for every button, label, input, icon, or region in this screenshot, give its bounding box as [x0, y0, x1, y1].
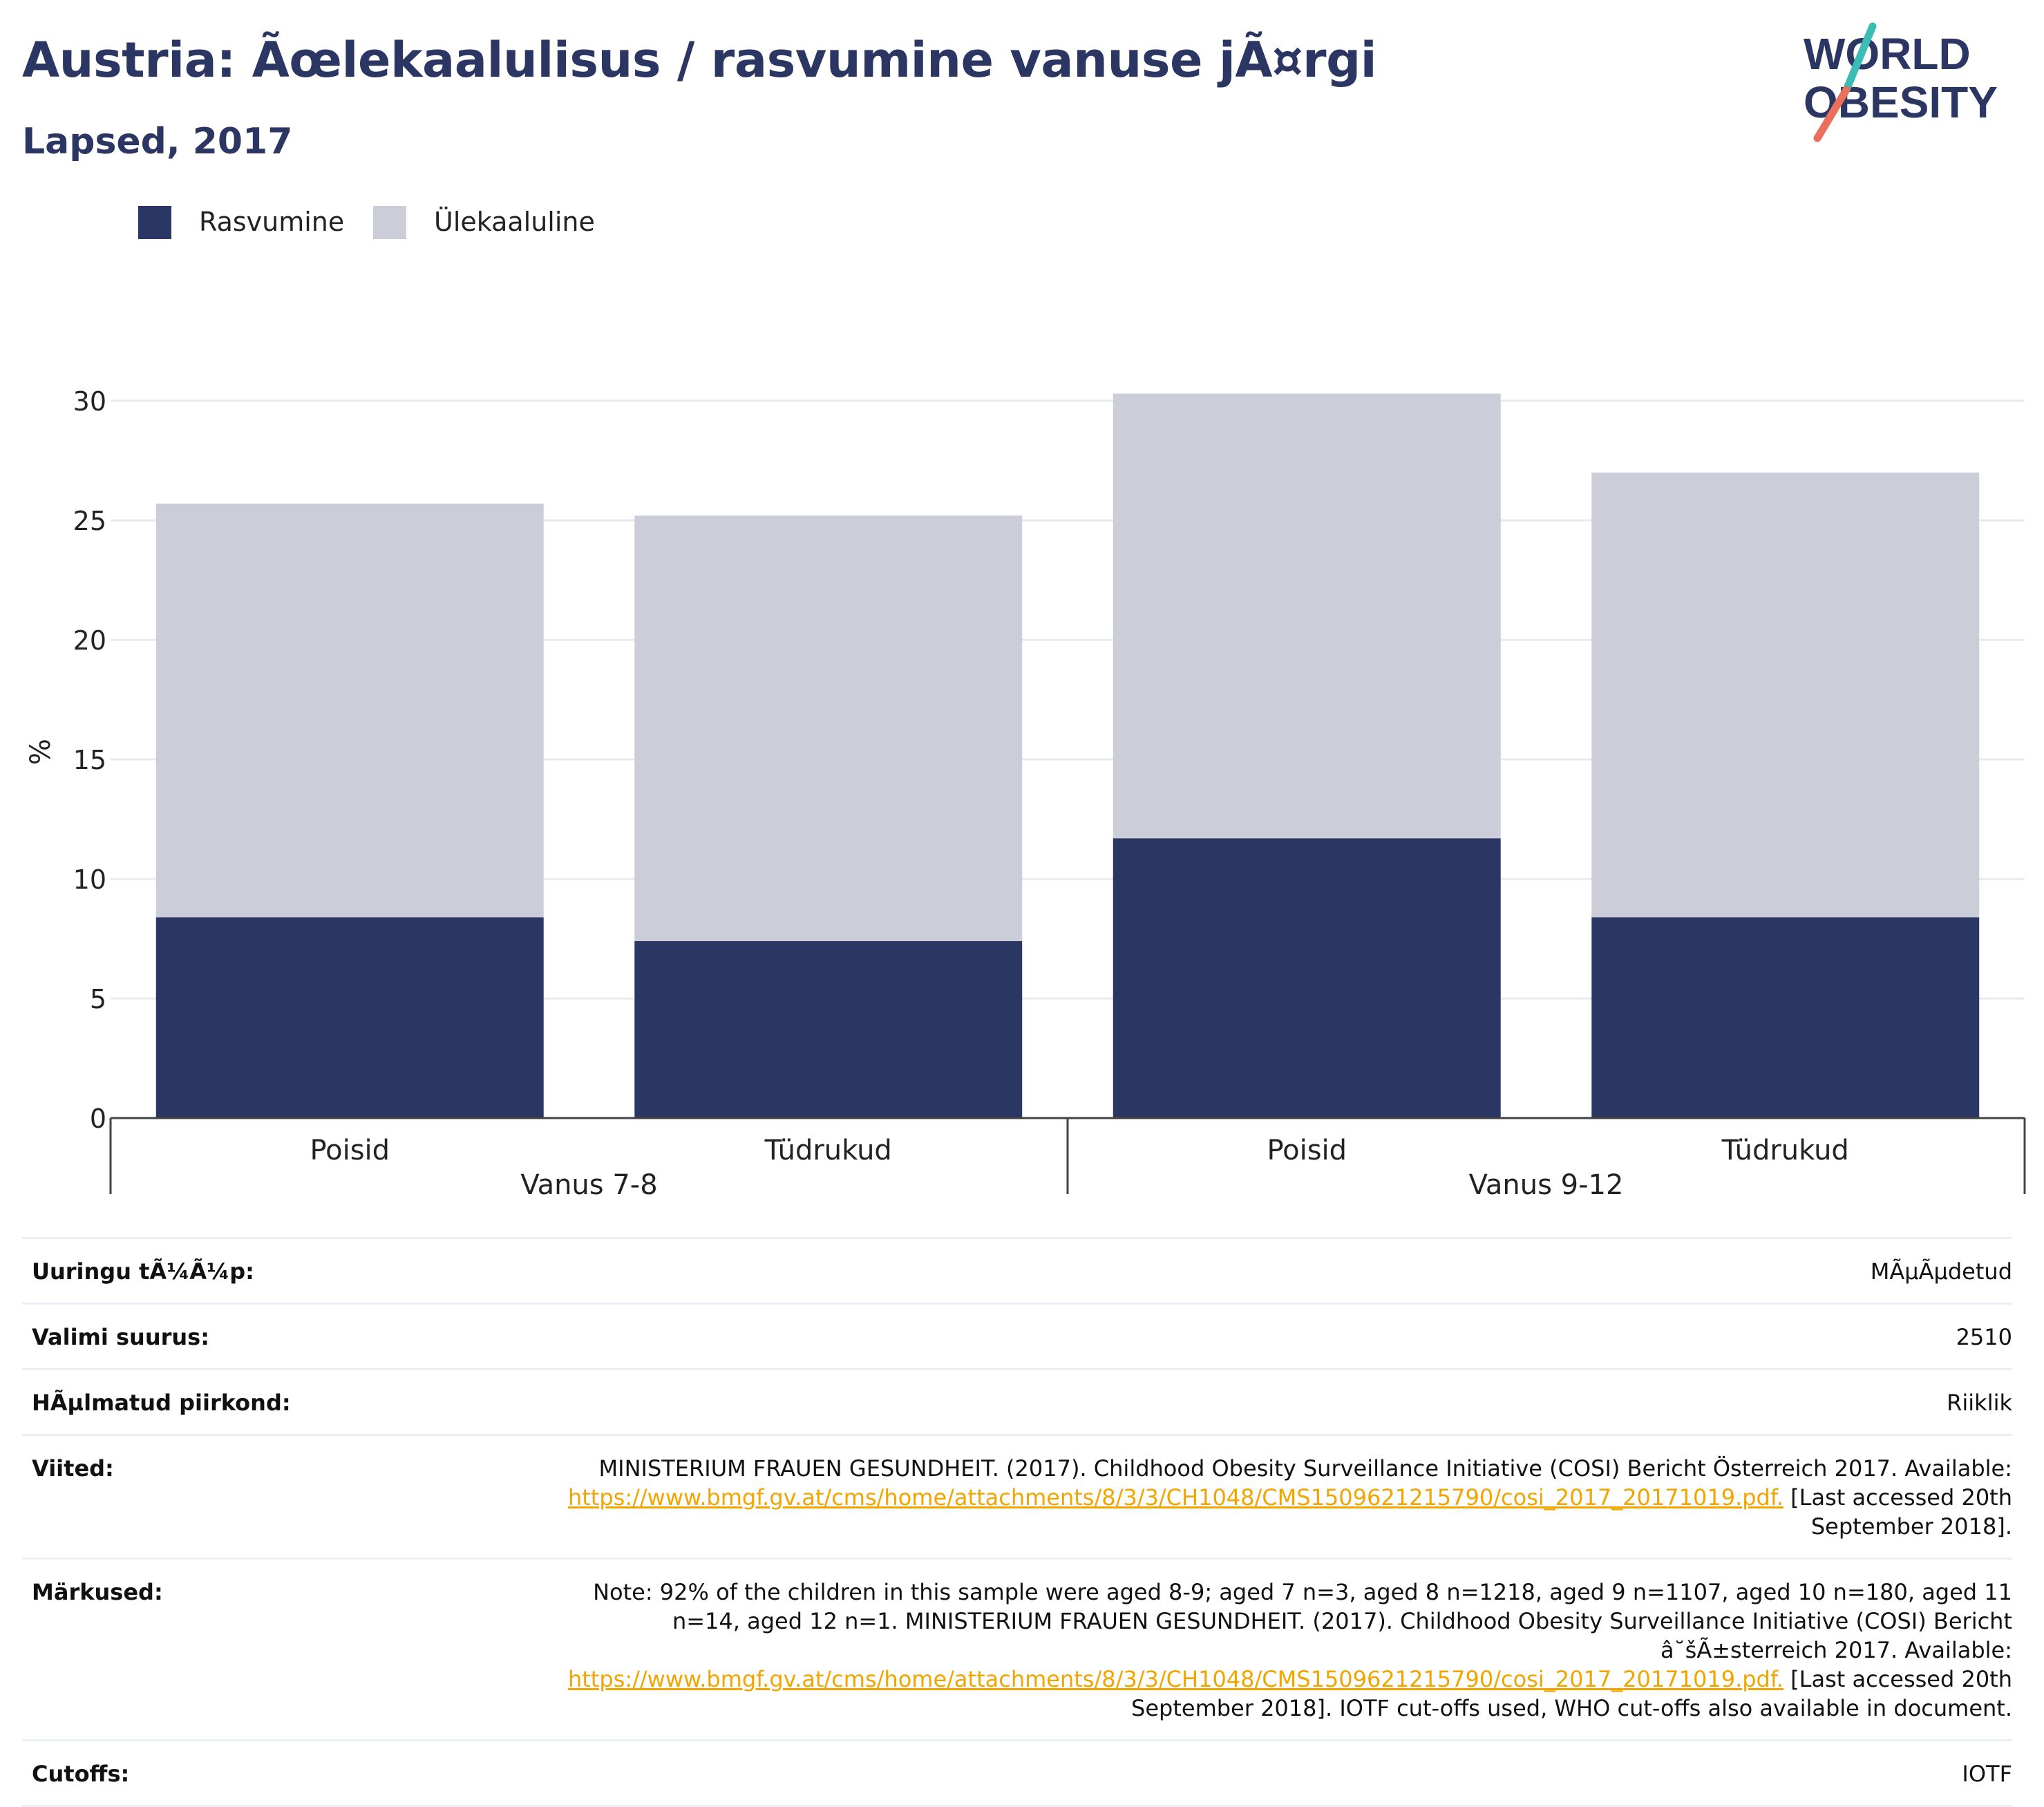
- info-label: Valimi suurus:: [32, 1324, 210, 1350]
- info-text: [Last accessed 20th September 2018].: [1783, 1484, 2012, 1540]
- info-label: HÃµlmatud piirkond:: [32, 1390, 291, 1416]
- stacked-bar-chart: 0 5 10 15 20 25 30% Poisid Tüdrukud Poisid Tüdruku…: [25, 386, 2026, 1201]
- bar-rasvumine[interactable]: [1591, 917, 1980, 1118]
- y-tick-label: 10: [73, 864, 106, 895]
- info-text: Note: 92% of the children in this sample…: [593, 1579, 2012, 1663]
- y-tick-label: 5: [90, 984, 106, 1014]
- info-value: IOTF: [1962, 1761, 2012, 1787]
- reference-link[interactable]: https://www.bmgf.gv.at/cms/home/attachme…: [567, 1666, 1783, 1692]
- bar-rasvumine[interactable]: [155, 917, 544, 1118]
- y-axis-label: %: [25, 739, 57, 765]
- x-tick-label: Tüdrukud: [764, 1135, 892, 1166]
- info-label: Viited:: [32, 1455, 114, 1482]
- x-tick-label: Poisid: [310, 1135, 390, 1166]
- legend-label: Ülekaaluline: [434, 207, 595, 237]
- info-text: [Last accessed 20th September 2018]. IOT…: [1131, 1666, 2012, 1721]
- info-label: Märkused:: [32, 1579, 163, 1605]
- y-tick-label: 20: [73, 625, 106, 656]
- bar-ulekaaluline[interactable]: [634, 515, 1023, 941]
- info-value: MINISTERIUM FRAUEN GESUNDHEIT. (2017). C…: [529, 1454, 2012, 1541]
- info-value: Note: 92% of the children in this sample…: [529, 1578, 2012, 1723]
- legend-label: Rasvumine: [199, 207, 345, 237]
- world-obesity-logo[interactable]: WORLD OBESITY: [1797, 21, 2025, 145]
- y-tick-label: 0: [90, 1104, 106, 1134]
- logo-graphic: WORLD OBESITY: [1804, 22, 1998, 142]
- info-row: Märkused: Note: 92% of the children in th…: [22, 1558, 2012, 1739]
- bar-ulekaaluline[interactable]: [1591, 472, 1980, 918]
- info-row: Viited: MINISTERIUM FRAUEN GESUNDHEIT. (2…: [22, 1434, 2012, 1558]
- info-row: Cutoffs: IOTF: [22, 1739, 2012, 1807]
- bar-ulekaaluline[interactable]: [155, 503, 544, 918]
- info-value: MÃµÃµdetud: [1870, 1258, 2012, 1285]
- group-label: Vanus 7-8: [520, 1169, 657, 1201]
- y-tick-label: 25: [73, 506, 106, 536]
- x-tick-label: Poisid: [1267, 1135, 1347, 1166]
- info-value: Riiklik: [1947, 1390, 2012, 1416]
- info-label: Uuringu tÃ¼Ã¼p:: [32, 1258, 254, 1285]
- chart-title: Austria: Ãœlekaalulisus / rasvumine vanu…: [22, 32, 1377, 88]
- bar-rasvumine[interactable]: [634, 940, 1023, 1118]
- reference-link[interactable]: https://www.bmgf.gv.at/cms/home/attachme…: [567, 1484, 1783, 1511]
- info-row: HÃµlmatud piirkond: Riiklik: [22, 1368, 2012, 1434]
- info-row: Valimi suurus: 2510: [22, 1303, 2012, 1368]
- legend-swatch-ulekaaluline: [373, 206, 406, 239]
- bar-rasvumine[interactable]: [1113, 838, 1501, 1118]
- info-table: Uuringu tÃ¼Ã¼p: MÃµÃµdetud Valimi suurus: 2…: [22, 1237, 2012, 1807]
- y-tick-label: 15: [73, 745, 106, 775]
- x-tick-label: Tüdrukud: [1721, 1135, 1849, 1166]
- chart-subtitle: Lapsed, 2017: [22, 121, 293, 162]
- info-value: 2510: [1956, 1324, 2012, 1350]
- bar-ulekaaluline[interactable]: [1113, 393, 1501, 839]
- group-label: Vanus 9-12: [1469, 1169, 1624, 1201]
- info-text: MINISTERIUM FRAUEN GESUNDHEIT. (2017). C…: [598, 1455, 2012, 1482]
- legend-swatch-rasvumine: [138, 206, 171, 239]
- info-row: Uuringu tÃ¼Ã¼p: MÃµÃµdetud: [22, 1237, 2012, 1303]
- y-tick-label: 30: [73, 386, 106, 417]
- svg-text:WORLD: WORLD: [1804, 29, 1971, 79]
- info-label: Cutoffs:: [32, 1761, 130, 1787]
